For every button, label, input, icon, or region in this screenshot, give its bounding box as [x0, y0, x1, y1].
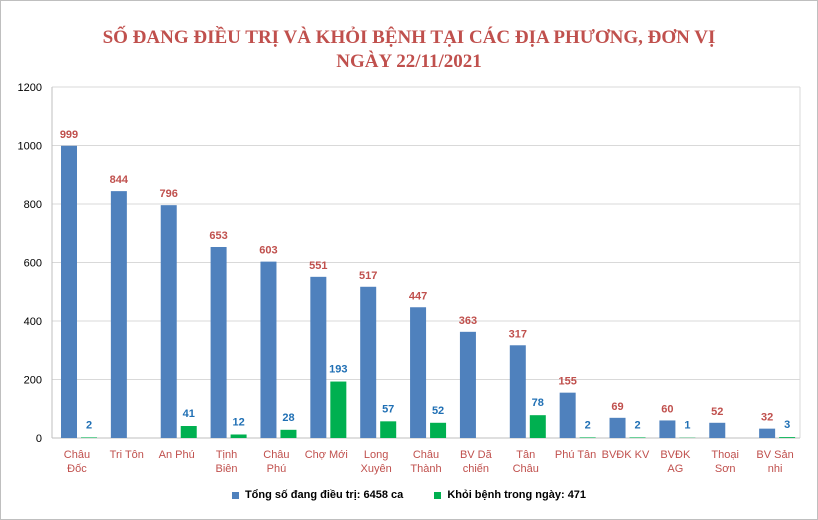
- bar-treatment: [459, 331, 476, 438]
- legend-label-recovered: Khỏi bệnh trong ngày: 471: [447, 489, 587, 501]
- data-label-treatment: 653: [209, 230, 227, 242]
- x-tick-label: BVĐK KV: [602, 449, 650, 461]
- data-label-treatment: 32: [761, 412, 773, 424]
- x-tick-label: nhi: [768, 463, 783, 475]
- data-label-treatment: 317: [509, 328, 527, 340]
- data-label-treatment: 155: [558, 376, 576, 388]
- data-label-recovered: 12: [232, 416, 244, 428]
- data-label-recovered: 57: [382, 403, 394, 415]
- y-tick-label: 600: [24, 258, 42, 270]
- bar-treatment: [110, 191, 127, 438]
- x-tick-label: Phú Tân: [555, 449, 596, 461]
- legend-label-treatment: Tổng số đang điều trị: 6458 ca: [244, 489, 404, 501]
- x-tick-label: Biên: [216, 463, 238, 475]
- x-tick-label: AG: [667, 463, 683, 475]
- legend-swatch-treatment: [231, 491, 239, 499]
- bar-treatment: [759, 428, 776, 438]
- legend-item-recovered: Khỏi bệnh trong ngày: 471: [434, 489, 586, 501]
- bar-treatment: [360, 286, 377, 438]
- x-tick-label: Đốc: [67, 463, 87, 475]
- bar-treatment: [210, 246, 227, 438]
- data-label-treatment: 796: [160, 188, 178, 200]
- data-label-treatment: 999: [60, 129, 78, 141]
- data-label-recovered: 41: [183, 408, 195, 420]
- x-tick-label: Long: [364, 449, 388, 461]
- x-tick-label: Châu: [263, 449, 289, 461]
- data-label-treatment: 517: [359, 270, 377, 282]
- bar-treatment: [709, 422, 726, 438]
- bar-recovered: [779, 437, 796, 438]
- x-tick-label: Chợ Mới: [305, 449, 348, 461]
- x-tick-label: Thoại: [711, 449, 739, 461]
- bar-recovered: [430, 422, 447, 438]
- data-label-recovered: 78: [532, 397, 544, 409]
- x-tick-label: Tịnh: [216, 449, 237, 461]
- data-label-recovered: 193: [329, 364, 347, 376]
- y-tick-label: 200: [24, 375, 42, 387]
- data-label-treatment: 52: [711, 406, 723, 418]
- bar-treatment: [659, 420, 676, 438]
- data-label-treatment: 60: [661, 403, 673, 415]
- data-label-recovered: 3: [784, 419, 790, 431]
- x-tick-label: An Phú: [159, 449, 195, 461]
- data-label-recovered: 52: [432, 405, 444, 417]
- y-tick-label: 1000: [18, 141, 42, 153]
- bar-treatment: [160, 205, 177, 438]
- bar-treatment: [260, 261, 277, 438]
- x-tick-label: BV Sản: [756, 449, 793, 461]
- data-label-recovered: 2: [86, 419, 92, 431]
- bar-recovered: [579, 437, 596, 438]
- bar-recovered: [280, 429, 297, 438]
- y-tick-label: 1200: [18, 82, 42, 94]
- x-tick-label: Châu: [513, 463, 539, 475]
- x-tick-label: Tri Tôn: [110, 449, 144, 461]
- x-tick-label: chiến: [463, 463, 489, 475]
- bar-recovered: [529, 415, 546, 438]
- bar-recovered: [380, 421, 397, 438]
- bar-treatment: [559, 392, 576, 438]
- bar-treatment: [310, 276, 327, 438]
- bar-treatment: [61, 145, 77, 439]
- data-label-recovered: 1: [684, 420, 690, 432]
- x-tick-label: Phú: [267, 463, 287, 475]
- x-tick-label: Thành: [410, 463, 441, 475]
- data-label-treatment: 447: [409, 290, 427, 302]
- x-tick-label: Tân: [516, 449, 535, 461]
- bar-recovered: [81, 437, 97, 438]
- data-label-recovered: 28: [282, 412, 294, 424]
- data-label-treatment: 603: [259, 245, 277, 257]
- bar-treatment: [609, 417, 626, 438]
- data-label-treatment: 844: [110, 174, 129, 186]
- x-tick-label: BV Dã: [460, 449, 493, 461]
- chart-title: SỐ ĐANG ĐIỀU TRỊ VÀ KHỎI BỆNH TẠI CÁC ĐỊ…: [102, 27, 716, 48]
- y-tick-label: 0: [36, 433, 42, 445]
- bar-recovered: [330, 381, 347, 438]
- data-label-treatment: 69: [611, 401, 623, 413]
- data-label-treatment: 363: [459, 315, 477, 327]
- bar-recovered: [629, 437, 646, 438]
- y-tick-label: 800: [24, 199, 42, 211]
- legend: Tổng số đang điều trị: 6458 ca Khỏi bệnh…: [0, 489, 818, 502]
- x-tick-label: Châu: [64, 449, 90, 461]
- chart-subtitle: NGÀY 22/11/2021: [336, 51, 482, 72]
- legend-item-treatment: Tổng số đang điều trị: 6458 ca: [231, 489, 404, 501]
- data-label-recovered: 2: [585, 419, 591, 431]
- x-tick-label: Sơn: [715, 463, 736, 475]
- x-tick-label: BVĐK: [660, 449, 691, 461]
- bar-recovered: [180, 426, 197, 438]
- bar-treatment: [509, 345, 526, 438]
- bar-treatment: [410, 307, 427, 438]
- data-label-recovered: 2: [634, 419, 640, 431]
- data-label-treatment: 551: [309, 260, 327, 272]
- y-tick-label: 400: [24, 316, 42, 328]
- bar-recovered: [230, 434, 247, 438]
- x-tick-label: Xuyên: [361, 463, 392, 475]
- legend-swatch-recovered: [434, 491, 442, 499]
- x-tick-label: Châu: [413, 449, 439, 461]
